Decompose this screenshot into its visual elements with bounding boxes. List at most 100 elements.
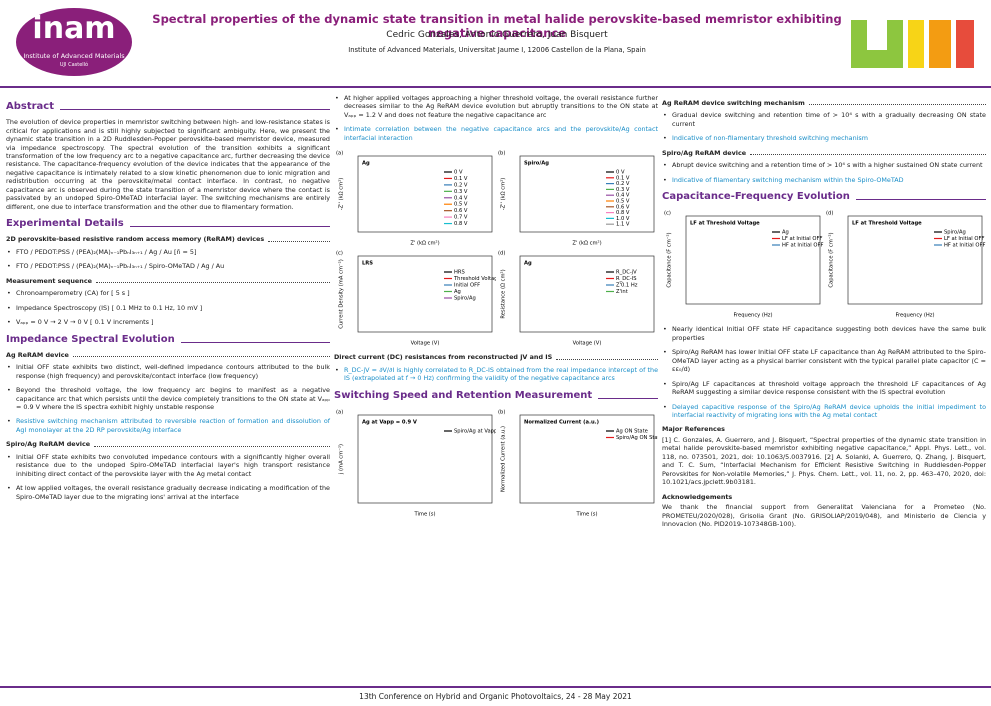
legend-label: 0.3 V bbox=[616, 187, 630, 193]
legend-label: 0.7 V bbox=[454, 215, 468, 221]
x-axis-label: Frequency (Hz) bbox=[733, 313, 772, 319]
legend-label: 1.0 V bbox=[616, 216, 630, 222]
legend-label: 0.1 V bbox=[616, 176, 630, 182]
figure-panel: (b) Normalized Current (a.u.) Time (s) Norm… bbox=[498, 409, 658, 517]
logo-u bbox=[851, 20, 903, 68]
panel-title: Spiro/Ag bbox=[524, 161, 549, 167]
plot-frame bbox=[519, 414, 655, 504]
x-axis-label: Time (s) bbox=[575, 511, 597, 517]
paragraph: We thank the financial support from Gene… bbox=[662, 503, 986, 528]
logo-shape bbox=[16, 8, 132, 76]
bullet: Spiro/Ag ReRAM has lower Initial OFF sta… bbox=[662, 348, 986, 373]
legend-label: HRS bbox=[454, 270, 465, 276]
panel-title: Normalized Current (a.u.) bbox=[524, 419, 599, 425]
x-axis-label: Z' (kΩ cm²) bbox=[572, 241, 601, 247]
bullet: At low applied voltages, the overall res… bbox=[6, 484, 330, 501]
subheading: Ag ReRAM device switching mechanism bbox=[662, 99, 986, 107]
uji-logo bbox=[851, 20, 974, 68]
legend-label: 1.1 V bbox=[616, 222, 630, 228]
subheading: Ag ReRAM device bbox=[6, 351, 330, 359]
y-axis-label: -Z'' (kΩ cm²) bbox=[501, 178, 507, 211]
legend-label: Initial OFF bbox=[454, 283, 480, 289]
panel-title: LRS bbox=[362, 261, 373, 267]
inam-logo: inam Institute of Advanced Materials UJI… bbox=[16, 8, 132, 76]
panel-title: Ag bbox=[362, 161, 370, 167]
logo-sub2: UJI Castelló bbox=[60, 61, 88, 68]
legend-label: HF at Initial OFF bbox=[944, 243, 985, 249]
highlight: Indicative of non-filamentary threshold … bbox=[662, 134, 986, 143]
y-axis-label: Normalized Current (a.u.) bbox=[501, 426, 507, 492]
legend-label: R_DC-jV bbox=[616, 270, 637, 276]
affiliation: Institute of Advanced Materials, Univers… bbox=[348, 46, 646, 54]
y-axis-label: Current Density (mA cm⁻²) bbox=[339, 260, 345, 330]
panel-letter: (b) bbox=[498, 151, 505, 157]
panel-title: Ag bbox=[524, 261, 532, 267]
x-axis-label: Voltage (V) bbox=[573, 341, 602, 347]
x-axis-label: Time (s) bbox=[413, 511, 435, 517]
legend-label: 0.8 V bbox=[616, 210, 630, 216]
authors: Cedric Gonzales, Antonio Guerrero, Juan … bbox=[386, 30, 608, 40]
plot-frame bbox=[519, 255, 655, 333]
panel-letter: (a) bbox=[336, 151, 343, 157]
section-heading: Switching Speed and Retention Measuremen… bbox=[334, 389, 658, 402]
legend-label: Spiro/Ag bbox=[944, 230, 966, 236]
panel-title: Ag at Vapp = 0.9 V bbox=[362, 419, 417, 425]
legend-label: Ag bbox=[454, 289, 461, 295]
x-axis-label: Z' (kΩ cm²) bbox=[410, 241, 439, 247]
plot-frame bbox=[357, 255, 493, 333]
bullet: Vₐₚₚ = 0 V → 2 V → 0 V [ 0.1 V increment… bbox=[6, 318, 330, 327]
legend-label: 0.8 V bbox=[454, 221, 468, 227]
highlight: Intimate correlation between the negativ… bbox=[334, 125, 658, 142]
legend-label: Spiro/Ag bbox=[454, 296, 476, 302]
subheading: Spiro/Ag ReRAM device bbox=[6, 440, 330, 448]
figure-panel: (b)Spiro/AgZ' (kΩ cm²)-Z'' (kΩ cm²)0 V0.… bbox=[498, 151, 655, 247]
highlight: Resistive switching mechanism attributed… bbox=[6, 417, 330, 434]
figure-panel: (d) LF at Threshold Voltage Frequency (Hz)… bbox=[826, 211, 985, 319]
plot-frame bbox=[685, 216, 821, 305]
legend-label: 0 V bbox=[454, 170, 463, 176]
subheading: Spiro/Ag ReRAM device bbox=[662, 149, 986, 157]
figure-panel: (c) LRS Voltage (V) Current Density (mA cm⁻… bbox=[336, 251, 496, 347]
bullet: Abrupt device switching and a retention … bbox=[662, 161, 986, 170]
title: Spectral properties of the dynamic state… bbox=[152, 12, 842, 40]
section-heading: Experimental Details bbox=[6, 217, 330, 230]
panel-title: LF at Threshold Voltage bbox=[852, 221, 922, 227]
legend-label: 0.3 V bbox=[454, 189, 468, 195]
logo-j bbox=[908, 20, 924, 68]
legend-label: 0.4 V bbox=[454, 196, 468, 202]
y-axis-label: Capacitance (F cm⁻²) bbox=[667, 233, 673, 288]
bullet: Nearly identical Initial OFF state HF ca… bbox=[662, 325, 986, 342]
header: inam Institute of Advanced Materials UJI… bbox=[0, 0, 991, 88]
legend-label: Z'0.1 Hz bbox=[616, 283, 638, 289]
legend-label: Spiro/Ag ON State bbox=[616, 435, 658, 441]
section-heading: Abstract bbox=[6, 100, 330, 113]
legend-label: 0.2 V bbox=[616, 181, 630, 187]
legend-label: Spiro/Ag at Vapp = 1.2 V bbox=[454, 428, 496, 434]
legend-label: R_DC-IS bbox=[616, 276, 637, 282]
legend-label: HF at Initial OFF bbox=[782, 243, 823, 249]
paragraph: The evolution of device properties in me… bbox=[6, 118, 330, 211]
legend-label: 0.1 V bbox=[454, 176, 468, 182]
small-heading: Major References bbox=[662, 425, 725, 434]
legend-label: Threshold Voltage bbox=[453, 276, 496, 282]
figure: (a) Ag Z' (kΩ cm²) -Z'' (kΩ cm²) 0 V 0.1 V 0.2… bbox=[334, 148, 658, 348]
figure-panel: (a) Ag at Vapp = 0.9 V Time (s) j (mA cm⁻²)… bbox=[336, 409, 496, 517]
bullet: Beyond the threshold voltage, the low fr… bbox=[6, 386, 330, 411]
figure: (a) Ag at Vapp = 0.9 V Time (s) j (mA cm⁻²)… bbox=[334, 407, 658, 519]
subheading: Measurement sequence bbox=[6, 277, 330, 285]
bullet: Impedance Spectroscopy (IS) [ 0.1 MHz to… bbox=[6, 304, 330, 313]
figure-panel: (c) LF at Threshold Voltage Frequency (Hz)… bbox=[664, 211, 823, 319]
legend-label: Ag ON State bbox=[616, 428, 648, 434]
panel-letter: (b) bbox=[498, 409, 505, 415]
y-axis-label: -Z'' (kΩ cm²) bbox=[339, 178, 345, 211]
subheading: Direct current (DC) resistances from rec… bbox=[334, 353, 658, 361]
logo-block bbox=[929, 20, 951, 68]
plot-frame bbox=[519, 155, 655, 233]
legend-label: 0.2 V bbox=[454, 183, 468, 189]
y-axis-label: Resistance (Ω cm²) bbox=[501, 270, 507, 319]
bullet: Spiro/Ag LF capacitances at threshold vo… bbox=[662, 380, 986, 397]
x-axis-label: Voltage (V) bbox=[411, 341, 440, 347]
logo-i bbox=[956, 20, 974, 68]
bullet: FTO / PEDOT:PSS / (PEA)₂(MA)ₙ₋₁PbₙI₃ₙ₊₁ … bbox=[6, 262, 330, 271]
bullet: FTO / PEDOT:PSS / (PEA)₂(MA)ₙ₋₁PbₙI₃ₙ₊₁ … bbox=[6, 248, 330, 257]
